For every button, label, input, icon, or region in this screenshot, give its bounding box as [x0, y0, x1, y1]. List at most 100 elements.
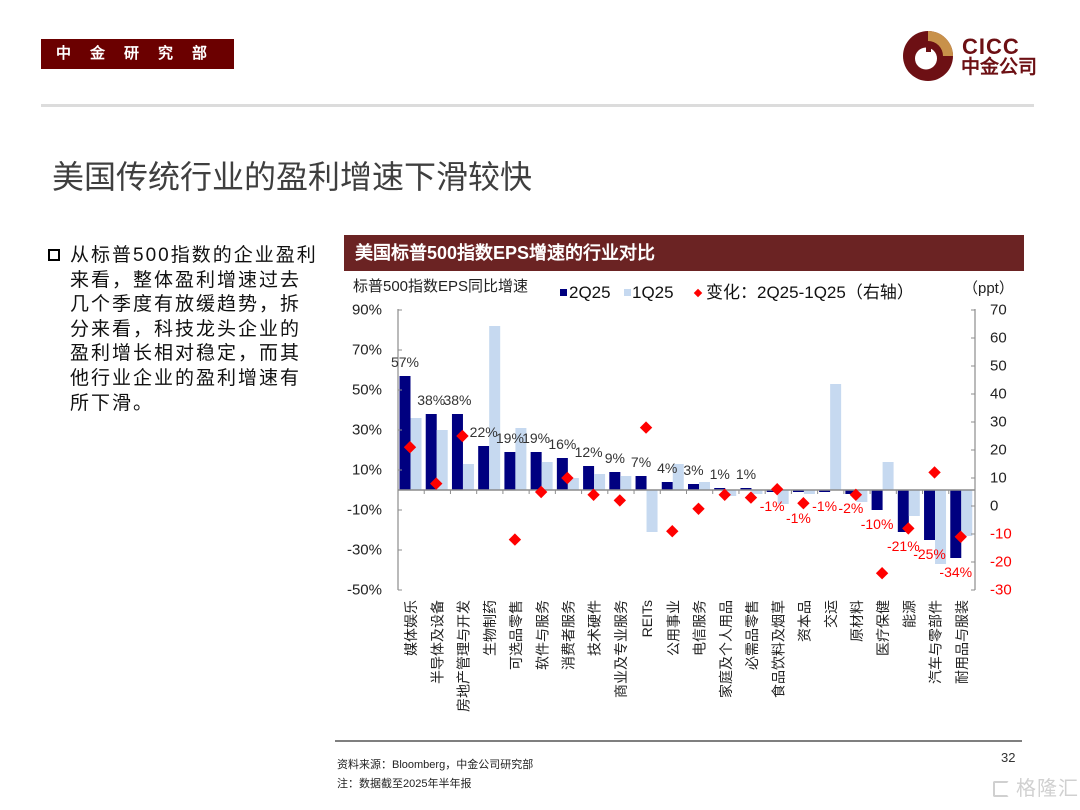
bar-2q25: [688, 484, 699, 490]
data-label: -21%: [887, 538, 920, 554]
x-tick-label: 房地产管理与开发: [456, 600, 472, 712]
y-tick-label-left: -50%: [347, 582, 382, 599]
bar-1q25: [436, 430, 448, 490]
x-tick-label: 生物制药: [482, 600, 498, 656]
x-tick-label: 软件与服务: [534, 600, 550, 670]
change-marker: [430, 477, 443, 490]
y-tick-label-left: 50%: [352, 382, 382, 399]
change-marker: [508, 533, 522, 546]
bar-1q25: [672, 464, 684, 490]
y-tick-label-right: 10: [990, 470, 1007, 487]
bar-2q25: [845, 490, 857, 494]
bar-2q25: [871, 490, 883, 510]
bar-2q25: [609, 472, 621, 490]
y-tick-label-right: 0: [990, 498, 998, 515]
bullet-line: 他行业企业的盈利增速有: [70, 367, 302, 389]
legend-label-2q25: 2Q25: [569, 283, 611, 302]
data-label: 57%: [391, 354, 419, 370]
bar-2q25: [583, 466, 595, 490]
change-marker: [639, 421, 653, 434]
data-label: 19%: [522, 430, 550, 446]
y-tick-label-right: 60: [990, 330, 1007, 347]
watermark-text: 格隆汇: [1016, 778, 1079, 800]
bar-2q25: [504, 452, 516, 490]
cicc-logo-icon: [903, 31, 953, 81]
bar-1q25: [935, 490, 947, 564]
x-tick-label: 耐用品与服装: [954, 600, 970, 684]
y-tick-label-right: 70: [990, 302, 1007, 319]
y-tick-label-left: -30%: [347, 542, 382, 559]
x-tick-label: 资本品: [797, 600, 813, 642]
data-label: 12%: [575, 444, 603, 460]
chart-y-axis-label: 标普500指数EPS同比增速: [353, 278, 529, 295]
bar-1q25: [594, 474, 606, 490]
bar-1q25: [462, 464, 474, 490]
data-label: 16%: [548, 436, 576, 452]
data-label: 1%: [736, 466, 756, 482]
change-marker: [613, 494, 627, 507]
x-tick-label: 半导体及设备: [429, 600, 445, 684]
change-marker: [875, 567, 889, 580]
x-tick-label: 必需品零售: [744, 600, 760, 670]
logo-text-en: CICC: [962, 34, 1020, 59]
data-label: 38%: [443, 392, 471, 408]
bar-2q25: [556, 458, 568, 490]
data-label: -2%: [838, 500, 863, 516]
bar-2q25: [661, 482, 673, 490]
bar-2q25: [819, 490, 831, 492]
bar-2q25: [425, 414, 437, 490]
data-label: 3%: [683, 462, 703, 478]
x-tick-label: 电信服务: [692, 600, 708, 656]
bar-1q25: [410, 418, 422, 490]
bar-2q25: [478, 446, 490, 490]
data-label: 1%: [710, 466, 730, 482]
watermark-logo-icon: [993, 781, 1009, 797]
x-tick-label: 食品饮料及烟草: [770, 600, 786, 698]
y-tick-label-right: 40: [990, 386, 1007, 403]
legend-label-1q25: 1Q25: [632, 283, 674, 302]
bar-2q25: [766, 490, 778, 492]
x-tick-label: 公用事业: [665, 600, 681, 656]
y-tick-label-right: -20: [990, 554, 1012, 571]
x-tick-label: 可选品零售: [508, 600, 524, 670]
bar-2q25: [530, 452, 542, 490]
data-label: -1%: [786, 510, 811, 526]
bar-1q25: [961, 490, 973, 536]
change-marker: [587, 488, 600, 501]
y-tick-label-left: 10%: [352, 462, 382, 479]
page-number: 32: [1001, 750, 1016, 765]
x-tick-label: 媒体娱乐: [403, 600, 419, 656]
legend-swatch-1q25: [624, 289, 631, 296]
source-note: 资料来源：Bloomberg，中金公司研究部: [337, 759, 534, 771]
bar-2q25: [924, 490, 936, 540]
bar-1q25: [515, 428, 527, 490]
x-tick-label: 原材料: [849, 600, 865, 642]
change-marker: [534, 485, 548, 499]
bullet-line: 分来看，科技龙头企业的: [70, 318, 302, 340]
y-tick-label-right: 30: [990, 414, 1007, 431]
logo-text-cn: 中金公司: [961, 57, 1038, 78]
change-marker: [403, 441, 417, 454]
bar-2q25: [950, 490, 962, 558]
bar-1q25: [803, 490, 815, 494]
data-label: 38%: [417, 392, 445, 408]
change-marker: [902, 522, 915, 535]
y-tick-label-right: -10: [990, 526, 1012, 543]
right-axis-unit-label: （ppt）: [963, 280, 1014, 297]
change-marker: [849, 488, 863, 501]
change-marker: [692, 502, 705, 515]
bar-1q25: [567, 478, 579, 490]
bar-1q25: [489, 326, 501, 490]
y-tick-label-right: 50: [990, 358, 1007, 375]
data-label: -1%: [760, 498, 785, 514]
change-marker: [456, 429, 469, 443]
legend-label-change: 变化：2Q25-1Q25（右轴）: [706, 283, 914, 302]
bar-1q25: [856, 490, 868, 502]
x-tick-label: 技术硬件: [587, 600, 603, 656]
change-marker: [561, 471, 574, 485]
bar-1q25: [699, 482, 710, 490]
change-marker: [718, 488, 731, 501]
bar-1q25: [908, 490, 920, 516]
x-tick-label: 能源: [901, 600, 917, 628]
page-title: 美国传统行业的盈利增速下滑较快: [52, 159, 533, 195]
